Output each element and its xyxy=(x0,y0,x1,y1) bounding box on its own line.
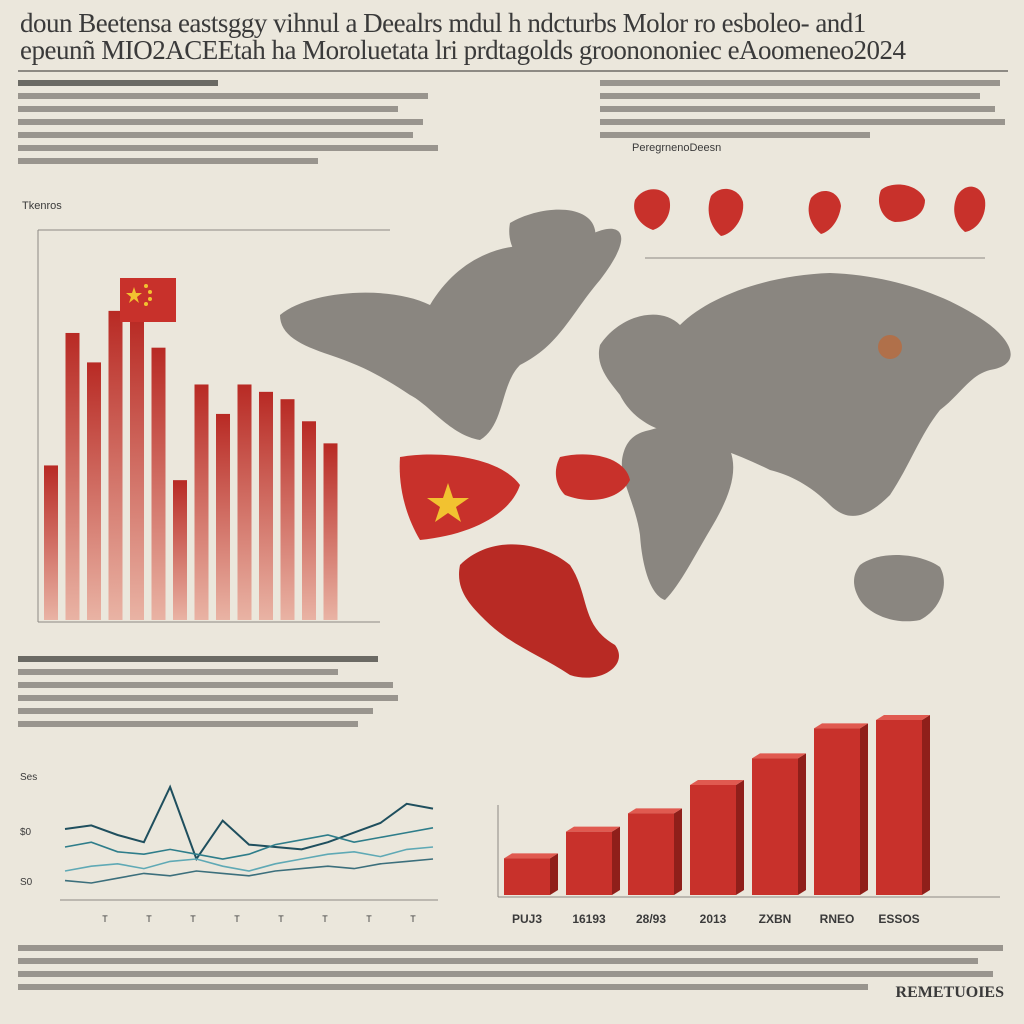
line-series xyxy=(64,827,434,860)
region-icon-3 xyxy=(808,191,841,234)
world-map xyxy=(270,195,1024,695)
map-africa xyxy=(621,426,734,600)
map-greenland xyxy=(509,209,596,280)
star-icon xyxy=(427,483,469,522)
line-x-tick: T xyxy=(190,914,196,924)
line-x-tick: T xyxy=(366,914,372,924)
right-bar-side xyxy=(736,780,744,895)
line-series xyxy=(64,858,434,884)
line-y-tick: S0 xyxy=(20,877,33,888)
left-bar xyxy=(108,310,123,620)
line-chart-svg: Ses $0 S0 T T T T T T T T xyxy=(20,772,438,924)
left-bar xyxy=(130,318,144,620)
intro-text-left xyxy=(18,80,438,170)
right-bar-label: ESSOS xyxy=(878,912,919,926)
map-australia xyxy=(854,555,944,622)
left-bar xyxy=(194,384,209,620)
right-bar xyxy=(628,813,674,895)
right-bar xyxy=(690,785,736,895)
right-bar xyxy=(566,831,612,895)
map-highlight-central xyxy=(399,454,520,540)
right-bar-top xyxy=(876,715,930,720)
right-bar-top xyxy=(566,826,620,832)
left-bar xyxy=(151,347,166,620)
right-bar xyxy=(876,720,922,895)
right-bar-chart-svg: PUJ3 16193 28/93 2013 ZXBN RNEO ESSOS xyxy=(497,715,1000,926)
map-highlight-east xyxy=(555,454,630,500)
title-divider xyxy=(18,70,1008,72)
right-bar-label: 16193 xyxy=(572,912,606,926)
line-series xyxy=(64,784,434,862)
line-y-tick: Ses xyxy=(20,772,37,783)
left-bar xyxy=(173,480,187,620)
right-bar-top xyxy=(814,723,868,729)
right-bar-side xyxy=(550,853,558,895)
left-bar-chart-svg xyxy=(37,229,390,623)
left-bar xyxy=(280,399,295,620)
source-label: REMETUOIES xyxy=(895,984,1004,1001)
line-chart: Ses $0 S0 T T T T T T T T xyxy=(18,760,448,930)
right-bar-label: 2013 xyxy=(700,912,727,926)
right-bar-top xyxy=(690,780,744,785)
line-y-tick: $0 xyxy=(20,827,32,838)
line-x-tick: T xyxy=(278,914,284,924)
line-x-tick: T xyxy=(146,914,152,924)
bottom-text xyxy=(18,945,1008,1005)
right-bar-side xyxy=(798,753,806,895)
middle-text xyxy=(18,656,398,746)
region-icon-2 xyxy=(708,188,744,236)
world-map-svg xyxy=(280,209,1011,678)
right-bar-label: ZXBN xyxy=(759,912,792,926)
right-panel-label: PeregrnenoDeesn xyxy=(632,142,722,154)
right-bar xyxy=(752,758,798,895)
right-bar xyxy=(504,858,550,895)
right-icon-row xyxy=(625,178,1015,298)
line-x-tick: T xyxy=(102,914,108,924)
intro-text-right xyxy=(600,80,1005,150)
map-highlight-south xyxy=(459,544,619,678)
left-bar xyxy=(302,421,316,620)
map-eurasia xyxy=(598,273,1011,516)
line-x-tick: T xyxy=(410,914,416,924)
region-icon-1 xyxy=(634,189,671,230)
right-bar-top xyxy=(752,753,806,759)
right-bar xyxy=(814,728,860,895)
map-north-america xyxy=(280,228,622,440)
right-bar-side xyxy=(612,826,620,895)
right-bar-top xyxy=(628,808,682,814)
line-x-tick: T xyxy=(234,914,240,924)
left-bar xyxy=(323,443,338,620)
left-bar xyxy=(65,332,80,620)
left-bar xyxy=(216,413,230,620)
right-bar-chart: PUJ3 16193 28/93 2013 ZXBN RNEO ESSOS xyxy=(470,685,1005,930)
right-bar-side xyxy=(922,715,930,895)
left-bar xyxy=(259,391,273,620)
right-bar-side xyxy=(674,808,682,895)
region-icon-5 xyxy=(954,186,986,232)
right-bar-side xyxy=(860,723,868,895)
right-bar-label: 28/93 xyxy=(636,912,666,926)
right-bar-top xyxy=(504,853,558,859)
right-bar-label: RNEO xyxy=(820,912,855,926)
map-highlight-dot xyxy=(878,335,902,359)
page-title: doun Beetensa eastsggy vihnul a Deealrs … xyxy=(20,10,1010,64)
china-flag-icon xyxy=(120,278,176,322)
line-x-tick: T xyxy=(322,914,328,924)
line-series xyxy=(64,846,434,872)
left-bar xyxy=(44,465,58,620)
right-bar-label: PUJ3 xyxy=(512,912,542,926)
left-chart-label: Tkenros xyxy=(22,200,62,212)
region-icon-4 xyxy=(878,184,925,222)
title-line-2: epeunñ MIO2ACEEtah ha Moroluetata lri pr… xyxy=(20,35,906,65)
left-bar xyxy=(87,362,101,620)
title-line-1: doun Beetensa eastsggy vihnul a Deealrs … xyxy=(20,8,866,38)
left-bar-chart xyxy=(20,222,390,642)
left-bar xyxy=(237,384,252,620)
